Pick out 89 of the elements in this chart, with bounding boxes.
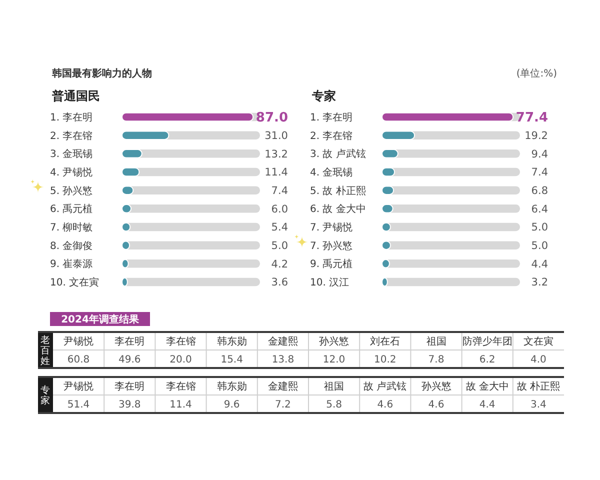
y-tick-label: 4. 金珉锡 <box>310 166 353 178</box>
data-label: 7.4 <box>271 185 288 198</box>
data-label: 39.8 <box>118 400 141 410</box>
category-label: 金建熙 <box>268 336 298 348</box>
data-label: 11.4 <box>170 400 192 410</box>
text: (单位:%) <box>516 68 558 80</box>
data-label: 15.4 <box>220 354 243 366</box>
data-label: 6.2 <box>479 354 496 366</box>
bar <box>122 149 142 158</box>
data-label: 77.4 <box>516 110 548 126</box>
y-tick-label: 7. 孙兴慜 <box>310 240 353 252</box>
chart-title: 韩国最有影响力的人物 <box>51 68 152 80</box>
data-label: 4.0 <box>530 354 546 366</box>
text: 2024年调查结果 <box>61 314 140 326</box>
y-tick-label: 7. 柳时敏 <box>50 222 93 234</box>
category-label: 金建熙 <box>268 380 298 392</box>
data-label: 49.6 <box>118 354 141 366</box>
data-label: 4.6 <box>428 400 444 410</box>
y-tick-label: 3. 金珉锡 <box>50 148 93 160</box>
category-label: 李在镕 <box>166 336 196 348</box>
category-label: 韩东勋 <box>216 336 247 348</box>
y-tick-label: 9. 禹元植 <box>310 258 353 270</box>
category-label: 防弹少年团 <box>462 336 512 348</box>
data-label: 3.6 <box>271 276 288 289</box>
category-label: 李在明 <box>114 380 145 392</box>
y-tick-label: 1. 李在明 <box>310 112 353 124</box>
data-label: 20.0 <box>170 354 192 366</box>
data-label: 9.4 <box>531 148 548 160</box>
data-label: 12.0 <box>322 354 346 366</box>
data-label: 6.4 <box>531 203 548 216</box>
y-tick-label: 10. 文在寅 <box>50 276 100 288</box>
y-tick-label: 7. 尹锡悦 <box>310 222 353 234</box>
data-label: 7.8 <box>428 354 444 366</box>
data-label: 5.0 <box>271 240 288 252</box>
y-tick-label: 4. 尹锡悦 <box>50 166 93 178</box>
category-label: 尹锡悦 <box>64 380 94 392</box>
y-tick-label: 10. 汉江 <box>310 276 350 288</box>
data-label: 31.0 <box>264 130 288 142</box>
y-tick-label: 6. 故 金大中 <box>310 203 366 216</box>
data-label: 5.0 <box>531 222 548 234</box>
data-label: 51.4 <box>67 400 90 410</box>
category-label: 刘在石 <box>370 336 400 348</box>
category-label: 文在寅 <box>523 336 554 348</box>
category-label: 祖国 <box>324 380 344 392</box>
data-label: 87.0 <box>256 110 288 126</box>
data-label: 3.2 <box>531 276 548 289</box>
y-tick-label: 3. 故 卢武铉 <box>310 148 366 160</box>
data-label: 5.8 <box>326 400 342 410</box>
category-label: 孙兴慜 <box>421 380 452 392</box>
data-label: 7.4 <box>531 166 548 179</box>
data-label: 6.8 <box>531 185 548 198</box>
y-tick-label: 2. 李在镕 <box>310 130 353 142</box>
category-label: 故 卢武铉 <box>364 380 407 392</box>
text: 老百姓 <box>40 334 50 367</box>
chart-subtitle: 普通国民 <box>51 89 100 104</box>
category-label: 李在镕 <box>166 380 196 392</box>
y-tick-label: 1. 李在明 <box>50 112 93 124</box>
data-label: 7.2 <box>274 400 291 410</box>
data-label: 3.4 <box>530 400 546 410</box>
y-tick-label: 8. 金御俊 <box>50 240 93 252</box>
y-tick-label: 6. 禹元植 <box>50 203 93 216</box>
category-label: 尹锡悦 <box>64 336 94 348</box>
data-label: 5.4 <box>271 222 288 234</box>
category-label: 故 金大中 <box>466 380 509 392</box>
data-label: 4.6 <box>377 400 394 410</box>
category-label: 李在明 <box>114 336 145 348</box>
data-label: 11.4 <box>264 166 288 179</box>
data-label: 10.2 <box>374 354 396 366</box>
data-label: 13.8 <box>272 354 294 366</box>
text: 专家 <box>40 384 50 407</box>
data-label: 9.6 <box>224 400 240 410</box>
data-label: 5.0 <box>531 240 548 252</box>
y-tick-label: 9. 崔泰源 <box>50 258 93 270</box>
data-label: 4.2 <box>271 258 288 270</box>
category-label: 故 朴正熙 <box>516 380 560 392</box>
y-tick-label: 2. 李在镕 <box>50 130 93 142</box>
y-tick-label: 5. 孙兴慜 <box>50 184 93 197</box>
data-label: 6.0 <box>271 203 288 216</box>
category-label: 孙兴慜 <box>319 336 350 348</box>
data-label: 4.4 <box>479 400 496 410</box>
data-label: 13.2 <box>264 148 288 160</box>
bar <box>382 130 416 140</box>
category-label: 韩东勋 <box>216 380 247 392</box>
y-tick-label: 5. 故 朴正熙 <box>310 184 366 197</box>
data-label: 60.8 <box>67 354 90 366</box>
chart-title: 专家 <box>311 89 336 104</box>
data-label: 4.4 <box>531 258 548 270</box>
data-label: 19.2 <box>524 130 548 142</box>
category-label: 祖国 <box>426 336 446 348</box>
